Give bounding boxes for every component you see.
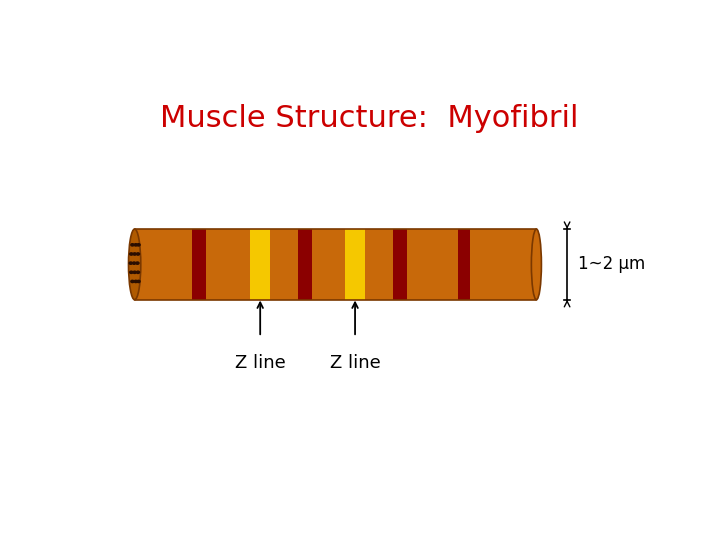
Circle shape — [130, 253, 133, 255]
Text: Z line: Z line — [235, 354, 286, 372]
Text: Muscle Structure:  Myofibril: Muscle Structure: Myofibril — [160, 104, 578, 133]
Bar — [135, 229, 536, 300]
Text: 1~2 μm: 1~2 μm — [578, 255, 646, 273]
Circle shape — [132, 262, 135, 264]
Text: Z line: Z line — [330, 354, 380, 372]
Circle shape — [129, 262, 132, 264]
Circle shape — [136, 271, 140, 273]
Circle shape — [130, 271, 133, 273]
Bar — [458, 229, 470, 300]
Ellipse shape — [128, 229, 141, 300]
Circle shape — [137, 280, 140, 282]
Bar — [392, 229, 407, 300]
Circle shape — [134, 244, 138, 246]
Bar — [345, 229, 365, 300]
Bar — [192, 229, 206, 300]
Circle shape — [137, 244, 140, 246]
Circle shape — [134, 280, 138, 282]
Circle shape — [136, 253, 140, 255]
Circle shape — [136, 262, 139, 264]
Circle shape — [131, 244, 134, 246]
Circle shape — [133, 253, 136, 255]
Circle shape — [131, 280, 134, 282]
Ellipse shape — [531, 229, 541, 300]
Bar — [250, 229, 270, 300]
Bar — [298, 229, 312, 300]
Circle shape — [133, 271, 136, 273]
